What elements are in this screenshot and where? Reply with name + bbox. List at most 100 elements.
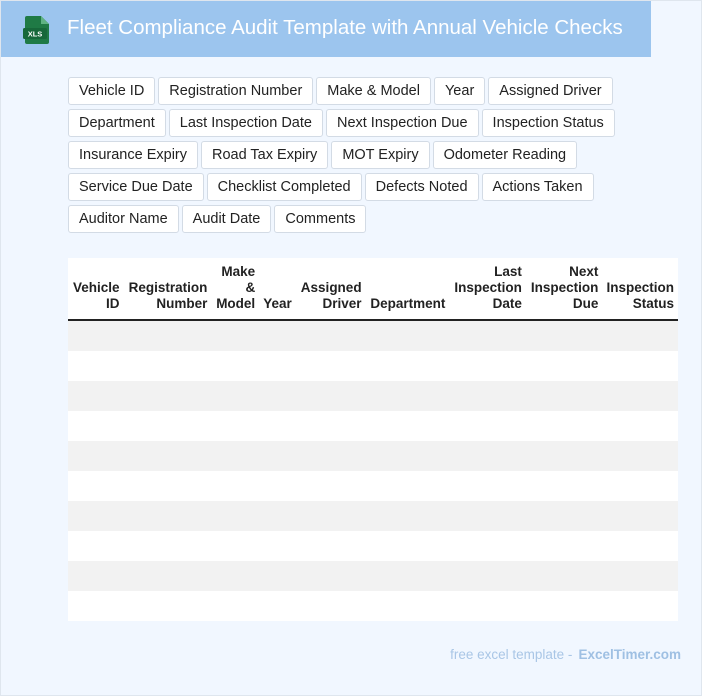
table-row	[68, 531, 678, 561]
table-cell[interactable]	[68, 501, 124, 531]
table-cell[interactable]	[602, 320, 678, 351]
table-cell[interactable]	[123, 471, 212, 501]
table-row	[68, 411, 678, 441]
table-cell[interactable]	[602, 471, 678, 501]
table-cell[interactable]	[295, 531, 366, 561]
table-cell[interactable]	[123, 501, 212, 531]
table-cell[interactable]	[525, 381, 603, 411]
table-cell[interactable]	[68, 381, 124, 411]
table-cell[interactable]	[602, 441, 678, 471]
field-tag: Last Inspection Date	[168, 109, 323, 137]
table-cell[interactable]	[68, 441, 124, 471]
table-cell[interactable]	[365, 351, 450, 381]
table-cell[interactable]	[365, 561, 450, 591]
table-cell[interactable]	[365, 501, 450, 531]
table-cell[interactable]	[449, 531, 526, 561]
table-cell[interactable]	[68, 411, 124, 441]
table-cell[interactable]	[211, 531, 260, 561]
table-cell[interactable]	[295, 320, 366, 351]
table-cell[interactable]	[295, 561, 366, 591]
table-cell[interactable]	[68, 471, 124, 501]
table-cell[interactable]	[525, 531, 603, 561]
table-cell[interactable]	[211, 320, 260, 351]
table-cell[interactable]	[365, 441, 450, 471]
table-cell[interactable]	[602, 411, 678, 441]
table-cell[interactable]	[211, 561, 260, 591]
table-cell[interactable]	[449, 501, 526, 531]
table-cell[interactable]	[295, 441, 366, 471]
table-cell[interactable]	[211, 471, 260, 501]
table-cell[interactable]	[365, 320, 450, 351]
table-cell[interactable]	[259, 561, 296, 591]
table-cell[interactable]	[525, 471, 603, 501]
table-cell[interactable]	[68, 531, 124, 561]
table-cell[interactable]	[123, 351, 212, 381]
table-cell[interactable]	[123, 591, 212, 621]
table-cell[interactable]	[123, 411, 212, 441]
table-cell[interactable]	[259, 591, 296, 621]
table-cell[interactable]	[295, 411, 366, 441]
table-cell[interactable]	[123, 320, 212, 351]
table-cell[interactable]	[525, 501, 603, 531]
table-cell[interactable]	[259, 411, 296, 441]
table-cell[interactable]	[259, 381, 296, 411]
table-cell[interactable]	[68, 561, 124, 591]
table-cell[interactable]	[525, 320, 603, 351]
table-cell[interactable]	[259, 351, 296, 381]
table-cell[interactable]	[449, 351, 526, 381]
table-cell[interactable]	[295, 471, 366, 501]
table-cell[interactable]	[123, 531, 212, 561]
table-cell[interactable]	[123, 441, 212, 471]
table-cell[interactable]	[525, 351, 603, 381]
table-cell[interactable]	[602, 381, 678, 411]
table-cell[interactable]	[449, 591, 526, 621]
table-cell[interactable]	[525, 561, 603, 591]
field-tag: Registration Number	[158, 77, 314, 105]
table-cell[interactable]	[211, 441, 260, 471]
table-cell[interactable]	[525, 441, 603, 471]
table-cell[interactable]	[449, 561, 526, 591]
table-cell[interactable]	[525, 411, 603, 441]
table-cell[interactable]	[259, 320, 296, 351]
table-cell[interactable]	[211, 591, 260, 621]
table-cell[interactable]	[211, 411, 260, 441]
table-cell[interactable]	[68, 591, 124, 621]
column-header: Assigned Driver	[295, 258, 366, 321]
table-cell[interactable]	[211, 501, 260, 531]
table-cell[interactable]	[68, 351, 124, 381]
footer-brand-link[interactable]: ExcelTimer.com	[578, 647, 681, 662]
table-cell[interactable]	[295, 591, 366, 621]
footer-credit: free excel template - ExcelTimer.com	[450, 647, 681, 662]
table-cell[interactable]	[449, 381, 526, 411]
table-cell[interactable]	[365, 591, 450, 621]
field-tag: Audit Date	[181, 205, 272, 233]
table-cell[interactable]	[602, 561, 678, 591]
table-cell[interactable]	[211, 381, 260, 411]
column-header: Next Inspection Due	[525, 258, 603, 321]
table-cell[interactable]	[449, 320, 526, 351]
table-cell[interactable]	[365, 381, 450, 411]
table-cell[interactable]	[259, 501, 296, 531]
table-cell[interactable]	[211, 351, 260, 381]
table-cell[interactable]	[602, 591, 678, 621]
table-cell[interactable]	[295, 381, 366, 411]
table-cell[interactable]	[295, 351, 366, 381]
table-cell[interactable]	[449, 441, 526, 471]
field-tag: Service Due Date	[68, 173, 204, 201]
table-cell[interactable]	[525, 591, 603, 621]
table-cell[interactable]	[123, 381, 212, 411]
table-cell[interactable]	[259, 441, 296, 471]
table-cell[interactable]	[449, 471, 526, 501]
table-cell[interactable]	[602, 531, 678, 561]
table-cell[interactable]	[123, 561, 212, 591]
table-cell[interactable]	[449, 411, 526, 441]
table-cell[interactable]	[365, 411, 450, 441]
table-cell[interactable]	[602, 501, 678, 531]
table-cell[interactable]	[602, 351, 678, 381]
table-cell[interactable]	[295, 501, 366, 531]
table-cell[interactable]	[259, 471, 296, 501]
table-cell[interactable]	[365, 471, 450, 501]
table-cell[interactable]	[259, 531, 296, 561]
table-cell[interactable]	[365, 531, 450, 561]
table-cell[interactable]	[68, 320, 124, 351]
